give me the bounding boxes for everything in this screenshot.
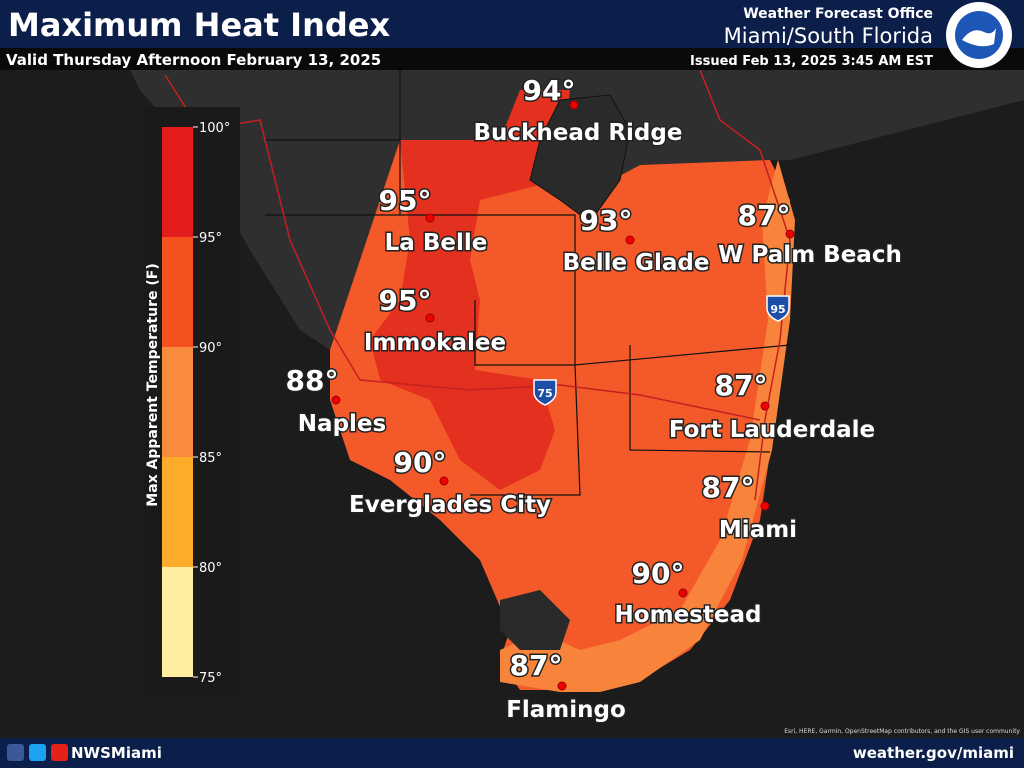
city-dot	[557, 681, 567, 691]
city-temp: 87°	[715, 369, 768, 402]
heat-95-100	[370, 90, 570, 490]
legend-swatch	[162, 347, 193, 457]
city-name: Flamingo	[506, 697, 626, 723]
attribution: Esri, HERE, Garmin, OpenStreetMap contri…	[784, 728, 1020, 735]
header-bar	[0, 0, 1024, 48]
city-temp: 88°	[286, 364, 339, 397]
twitter-icon[interactable]	[29, 744, 46, 761]
interstate-shield	[533, 379, 557, 406]
city-temp: 90°	[632, 557, 685, 590]
subtitle: Valid Thursday Afternoon February 13, 20…	[6, 51, 381, 69]
office: Weather Forecast Office	[743, 6, 933, 22]
city: 87° Miami	[700, 470, 799, 545]
city-name: Belle Glade	[563, 250, 710, 276]
county-lines	[265, 70, 791, 496]
legend-tick-label: 85°	[199, 451, 222, 466]
city-temp: 95°	[379, 184, 432, 217]
legend-swatch	[162, 457, 193, 567]
city: 90° Everglades City	[347, 445, 552, 520]
city-temp: 87°	[510, 649, 563, 682]
road	[699, 69, 791, 501]
city-name: Everglades City	[349, 492, 551, 518]
county-line	[265, 214, 791, 366]
city-name: Buckhead Ridge	[474, 120, 683, 146]
city-dot	[625, 235, 635, 245]
region: Miami/South Florida	[724, 24, 933, 48]
city: 87° W Palm Beach	[717, 198, 904, 270]
shield-number: 95	[770, 303, 785, 316]
city-temp: 95°	[379, 284, 432, 317]
nws-logo	[946, 2, 1012, 68]
shield-number: 75	[537, 387, 552, 400]
city-dot	[678, 588, 688, 598]
social-handle: NWSMiami	[71, 744, 162, 762]
city-dot	[785, 229, 795, 239]
city-temp: 94°	[523, 74, 576, 107]
heat-85-90	[500, 160, 795, 692]
youtube-icon[interactable]	[51, 744, 68, 761]
city: 87° Flamingo	[505, 648, 628, 725]
legend-tick-label: 80°	[199, 561, 222, 576]
city-name: Fort Lauderdale	[669, 417, 875, 443]
city: 95° Immokalee	[362, 283, 507, 358]
city-name: La Belle	[385, 230, 488, 256]
city: 93° Belle Glade	[561, 203, 711, 278]
city-name: Immokalee	[364, 330, 506, 356]
city-dot	[425, 213, 435, 223]
facebook-icon[interactable]	[7, 744, 24, 761]
county-line	[629, 345, 771, 453]
city: 94° Buckhead Ridge	[472, 73, 684, 148]
city-dot	[439, 476, 449, 486]
logo-cloud	[962, 28, 996, 47]
issued: Issued Feb 13, 2025 3:45 AM EST	[690, 54, 933, 69]
city-temp: 87°	[738, 199, 791, 232]
website[interactable]: weather.gov/miami	[853, 744, 1014, 762]
city-dot	[760, 401, 770, 411]
city-dot	[569, 100, 579, 110]
city: 88° Naples	[284, 363, 388, 439]
city: 90° Homestead	[613, 556, 763, 630]
legend-tick-label: 75°	[199, 671, 222, 686]
city-dot	[425, 313, 435, 323]
city-dot	[760, 501, 770, 511]
legend-tick-label: 90°	[199, 341, 222, 356]
city: 95° La Belle	[377, 183, 489, 258]
legend-title: Max Apparent Temperature (F)	[145, 263, 161, 506]
county-line	[470, 300, 581, 496]
subheader-bar	[0, 48, 1024, 70]
city-name: Naples	[298, 411, 386, 437]
city-name: Homestead	[615, 602, 762, 628]
city: 87° Fort Lauderdale	[667, 368, 876, 445]
city-temp: 90°	[394, 446, 447, 479]
legend-swatch	[162, 567, 193, 677]
title: Maximum Heat Index	[8, 6, 390, 44]
city-temp: 87°	[702, 471, 755, 504]
legend-tick-label: 100°	[199, 121, 230, 136]
legend-swatch	[162, 127, 193, 237]
interstate-shield	[766, 295, 790, 322]
city-name: Miami	[719, 517, 797, 543]
footer-bar	[0, 738, 1024, 768]
legend-swatch	[162, 237, 193, 347]
city-name: W Palm Beach	[718, 242, 902, 268]
city-dot	[331, 395, 341, 405]
legend-tick-label: 95°	[199, 231, 222, 246]
florida-bay	[500, 590, 570, 650]
lake-okeechobee	[529, 94, 631, 223]
city-temp: 93°	[580, 204, 633, 237]
